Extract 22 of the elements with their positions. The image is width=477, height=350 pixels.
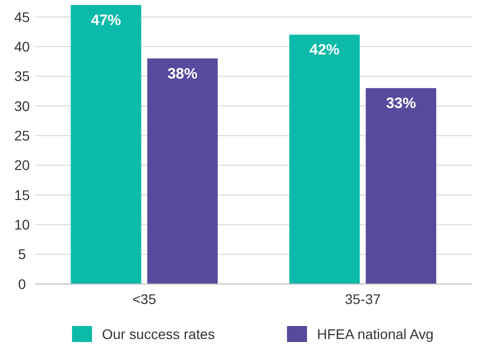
y-tick-label: 40: [14, 38, 30, 54]
bar: [147, 58, 218, 284]
bar: [366, 88, 436, 284]
data-label: 33%: [386, 95, 416, 112]
bar: [70, 5, 142, 284]
y-tick-label: 20: [14, 157, 30, 174]
x-tick-label: 35-37: [344, 291, 381, 307]
x-tick-label: <35: [132, 291, 156, 307]
legend-label: Our success rates: [102, 326, 215, 342]
y-tick-label: 15: [14, 186, 30, 203]
data-label: 47%: [90, 12, 122, 29]
y-tick-label: 30: [14, 98, 30, 114]
bar: [289, 34, 360, 284]
data-label: 42%: [309, 42, 340, 59]
data-label: 38%: [167, 65, 198, 82]
y-tick-label: 5: [18, 246, 26, 262]
legend-label: HFEA national Avg: [317, 326, 434, 342]
y-tick-label: 10: [14, 216, 30, 233]
y-tick-label: 25: [14, 127, 30, 144]
y-tick-label: 0: [18, 276, 26, 292]
y-tick-label: 45: [14, 8, 30, 25]
y-tick-label: 35: [14, 68, 30, 84]
